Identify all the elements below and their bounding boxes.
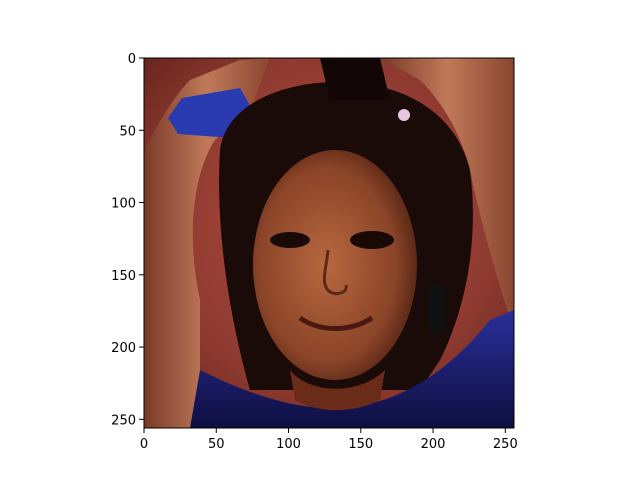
y-tick-label: 0 [128,52,136,67]
x-tick-label: 0 [140,437,148,452]
y-tick-label: 250 [111,413,136,428]
earring [428,285,446,335]
y-tick-label: 200 [111,341,136,356]
x-tick-label: 50 [208,437,225,452]
hair-clip [398,109,410,121]
face [253,150,417,380]
hair-top [320,58,390,100]
y-tick-label: 50 [119,124,136,139]
x-tick-label: 200 [421,437,446,452]
left-eye [270,232,310,248]
x-tick-label: 250 [493,437,518,452]
y-tick-label: 100 [111,197,136,212]
y-tick-label: 150 [111,269,136,284]
x-tick-label: 150 [348,437,373,452]
right-eye [350,231,394,249]
x-tick-label: 100 [276,437,301,452]
image-plot [144,58,514,428]
